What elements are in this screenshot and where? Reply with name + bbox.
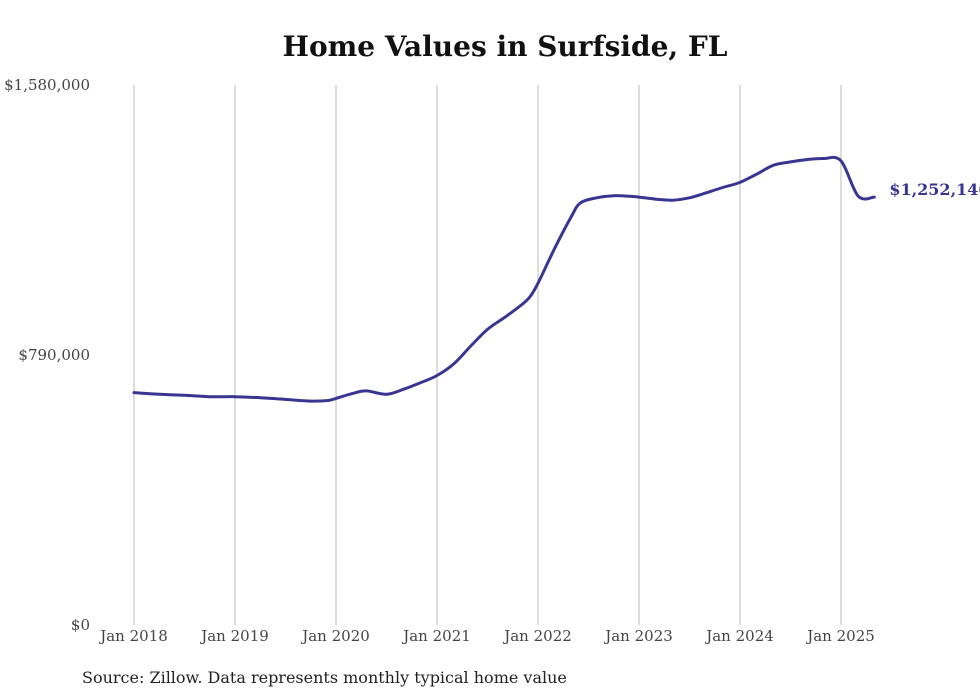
series-layer	[132, 155, 876, 403]
series-line-home-value	[132, 155, 876, 403]
x-tick-label: Jan 2024	[704, 627, 774, 645]
x-tick-label: Jan 2018	[98, 627, 168, 645]
x-tick-label: Jan 2021	[401, 627, 471, 645]
y-tick-label: $1,580,000	[4, 76, 90, 94]
y-tick-label: $790,000	[18, 346, 90, 364]
x-tick-label: Jan 2025	[805, 627, 875, 645]
x-tick-label: Jan 2023	[603, 627, 673, 645]
chart-title: Home Values in Surfside, FL	[282, 30, 728, 63]
chart-source-note: Source: Zillow. Data represents monthly …	[82, 668, 567, 687]
x-tick-label: Jan 2019	[199, 627, 269, 645]
grid-lines	[133, 85, 842, 625]
x-axis-ticks: Jan 2018 Jan 2019 Jan 2020 Jan 2021 Jan 2022…	[98, 627, 875, 645]
end-label-layer: $1,252,146	[889, 180, 980, 199]
y-axis-ticks: $0 $790,000 $1,580,000	[4, 76, 90, 634]
x-tick-label: Jan 2022	[502, 627, 572, 645]
end-value-label: $1,252,146	[889, 180, 980, 199]
y-tick-label: $0	[71, 616, 90, 634]
x-tick-label: Jan 2020	[300, 627, 370, 645]
